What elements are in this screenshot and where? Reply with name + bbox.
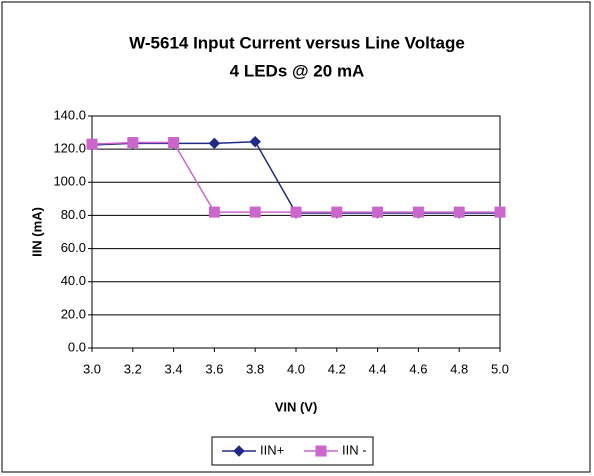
chart-title: W-5614 Input Current versus Line Voltage — [129, 33, 465, 52]
marker — [315, 445, 327, 457]
x-tick-label: 3.0 — [83, 361, 101, 376]
plot-area — [91, 115, 501, 349]
x-tick-label: 4.2 — [328, 361, 346, 376]
legend-label: IIN - — [342, 442, 367, 457]
marker — [249, 206, 261, 218]
marker — [168, 137, 180, 149]
x-tick-label: 3.4 — [165, 361, 183, 376]
y-tick-label: 80.0 — [61, 207, 86, 222]
marker — [290, 206, 302, 218]
marker — [331, 206, 343, 218]
marker — [127, 137, 139, 149]
x-tick-label: 4.6 — [409, 361, 427, 376]
x-tick-label: 4.4 — [369, 361, 387, 376]
x-tick-label: 4.0 — [287, 361, 305, 376]
y-tick-label: 0.0 — [68, 339, 86, 354]
legend: IIN+ IIN - — [211, 436, 374, 466]
marker — [494, 206, 506, 218]
marker — [208, 137, 221, 150]
marker — [372, 206, 384, 218]
marker — [453, 206, 465, 218]
y-tick-label: 60.0 — [61, 240, 86, 255]
y-axis-title: IIN (mA) — [29, 207, 44, 257]
marker — [208, 206, 220, 218]
marker — [233, 445, 245, 457]
legend-label: IIN+ — [260, 442, 284, 457]
x-tick-label: 3.6 — [205, 361, 223, 376]
x-tick-label: 4.8 — [450, 361, 468, 376]
y-tick-label: 140.0 — [53, 107, 86, 122]
y-tick-label: 120.0 — [53, 141, 86, 156]
x-axis-title: VIN (V) — [275, 399, 318, 414]
x-tick-label: 5.0 — [491, 361, 509, 376]
y-tick-label: 100.0 — [53, 174, 86, 189]
x-tick-label: 3.2 — [124, 361, 142, 376]
x-tick-label: 3.8 — [246, 361, 264, 376]
marker — [86, 138, 98, 150]
marker — [249, 135, 261, 148]
y-tick-label: 40.0 — [61, 273, 86, 288]
chart-subtitle: 4 LEDs @ 20 mA — [230, 61, 365, 80]
marker — [412, 206, 424, 218]
y-tick-label: 20.0 — [61, 306, 86, 321]
